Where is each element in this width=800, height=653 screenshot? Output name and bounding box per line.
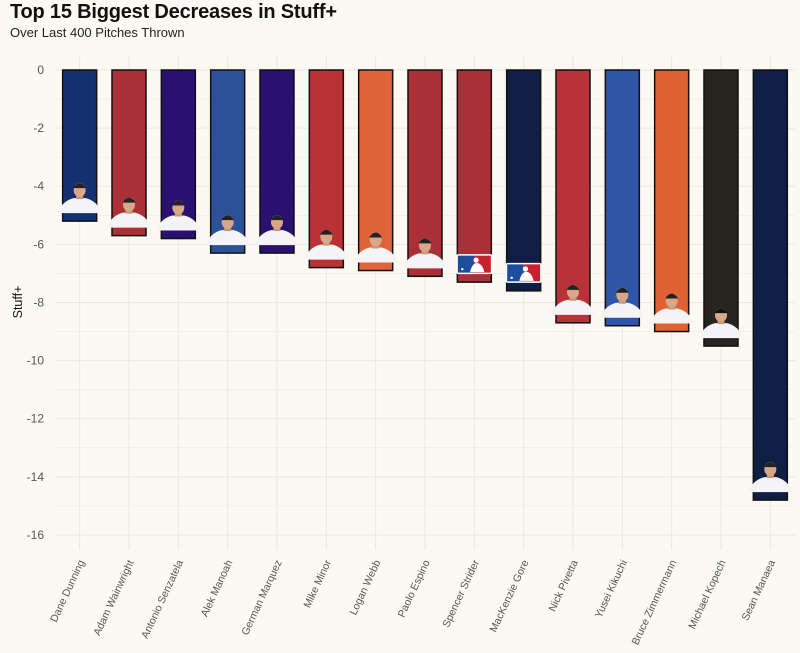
player-headshot-icon (551, 284, 595, 315)
x-tick-label: Spencer Strider (440, 558, 482, 630)
bar-group (304, 69, 349, 269)
y-axis-ticks: 0 -2 -4 -6 -8 -10 -12 -14 -16 (27, 63, 45, 542)
player-headshot-icon (304, 229, 349, 260)
x-tick-label: Antonio Senzatela (139, 558, 186, 640)
bar-group (600, 69, 645, 327)
bar (308, 69, 345, 269)
x-axis-labels: Dane Dunning Adam Wainwright Antonio Senza… (48, 558, 778, 647)
y-tick-label: -4 (33, 179, 44, 193)
player-headshot-icon (205, 215, 250, 246)
bar-group (107, 69, 151, 237)
x-tick-label: Michael Kopech (686, 558, 729, 631)
bar-group (57, 69, 102, 222)
bar-group (748, 69, 793, 501)
chart-title: Top 15 Biggest Decreases in Stuff+ (10, 1, 337, 23)
bar (604, 69, 641, 327)
x-tick-label: Logan Webb (347, 558, 383, 617)
bar (752, 69, 789, 501)
player-headshot-icon (403, 238, 447, 269)
player-headshot-icon (156, 200, 201, 231)
player-headshot-icon (699, 308, 743, 339)
bar (703, 69, 739, 347)
bar-group (551, 69, 595, 324)
x-tick-label: Mike Minor (301, 558, 334, 610)
x-tick-label: Yusei Kikuchi (593, 558, 630, 620)
bar-group (255, 69, 299, 254)
bar-group (156, 69, 201, 240)
y-tick-label: 0 (37, 63, 44, 77)
y-tick-label: -8 (33, 295, 44, 309)
mlb-logo-icon (505, 262, 542, 283)
bar (555, 69, 591, 324)
y-axis-title: Stuff+ (11, 286, 25, 319)
player-headshot-icon (748, 462, 793, 493)
player-headshot-icon (107, 197, 151, 228)
x-tick-label: MacKenzie Gore (487, 558, 531, 634)
bar (259, 69, 295, 254)
bars (57, 69, 793, 501)
x-tick-label: Dane Dunning (48, 558, 87, 624)
y-tick-label: -16 (27, 528, 45, 542)
bar-group (403, 69, 447, 278)
x-tick-label: Nick Pivetta (546, 558, 580, 613)
bar-group (205, 69, 250, 254)
y-tick-label: -6 (33, 237, 44, 251)
x-tick-label: Sean Manaea (740, 558, 779, 622)
player-headshot-icon (649, 293, 694, 324)
mlb-logo-icon (456, 254, 493, 275)
y-tick-label: -14 (27, 470, 45, 484)
x-tick-label: Bruce Zimmermann (630, 558, 680, 647)
bar-group (649, 69, 694, 333)
bar (653, 69, 690, 333)
bar-group (505, 69, 542, 292)
player-headshot-icon (353, 232, 398, 263)
x-tick-label: Alek Manoah (199, 558, 236, 619)
player-headshot-icon (57, 183, 102, 214)
bar-group (456, 69, 493, 283)
player-headshot-icon (600, 287, 645, 318)
x-tick-label: Adam Wainwright (91, 558, 137, 637)
y-tick-label: -12 (27, 412, 45, 426)
player-headshot-icon (255, 215, 299, 246)
bar (505, 69, 542, 292)
x-tick-label: German Marquez (239, 558, 284, 637)
y-tick-label: -2 (33, 121, 44, 135)
y-tick-label: -10 (27, 354, 45, 368)
bar-group (353, 69, 398, 272)
bar (456, 69, 493, 283)
bar-group (699, 69, 743, 347)
x-tick-label: Paolo Espino (396, 558, 433, 619)
chart-subtitle: Over Last 400 Pitches Thrown (10, 25, 185, 40)
